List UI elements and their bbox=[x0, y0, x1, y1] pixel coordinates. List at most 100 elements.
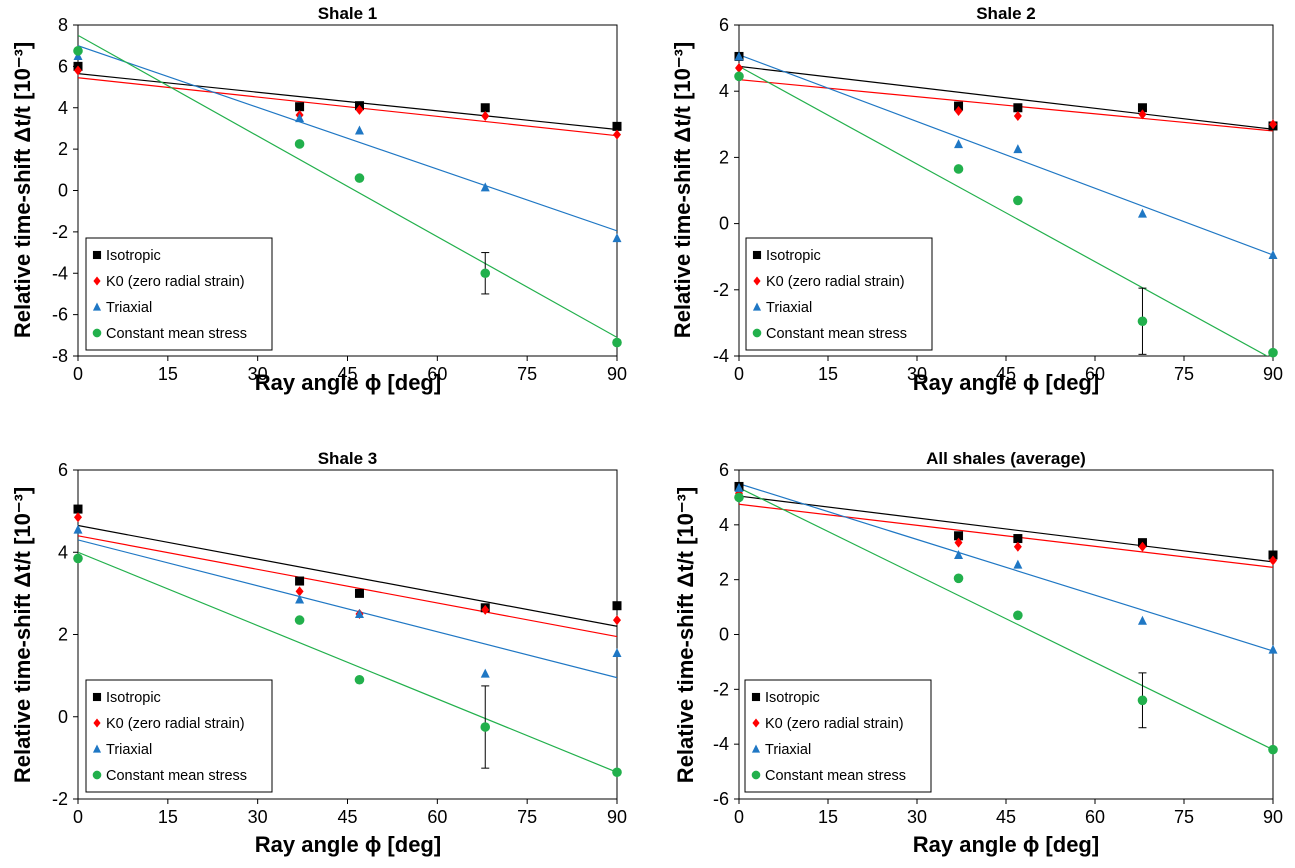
data-point bbox=[1013, 559, 1023, 569]
trend-line bbox=[739, 483, 1273, 652]
trend-line bbox=[78, 524, 617, 627]
data-point bbox=[612, 648, 622, 658]
trend-line bbox=[78, 539, 617, 679]
x-tick-label: 75 bbox=[517, 807, 537, 827]
data-point bbox=[954, 549, 964, 559]
legend-marker bbox=[92, 692, 102, 702]
legend-label: Constant mean stress bbox=[106, 768, 247, 784]
x-tick-label: 60 bbox=[427, 807, 447, 827]
chart-panel-2: Shale 2 0 15 30 45 60 75 90 -4 -2 0 2 4 6 Ray angle ϕ … bbox=[670, 4, 1283, 395]
y-axis-label: Relative time-shift Δt/t [10⁻³] bbox=[673, 487, 698, 783]
x-tick-label: 0 bbox=[73, 807, 83, 827]
data-point bbox=[1268, 644, 1278, 654]
y-tick-label: 6 bbox=[58, 460, 68, 480]
legend-marker bbox=[92, 328, 102, 338]
data-point bbox=[1138, 541, 1147, 552]
x-tick-label: 60 bbox=[1085, 807, 1105, 827]
data-point bbox=[1268, 550, 1278, 560]
data-point bbox=[734, 71, 744, 82]
data-point bbox=[954, 139, 964, 149]
data-point bbox=[1013, 541, 1022, 552]
data-point bbox=[1013, 144, 1023, 154]
data-point bbox=[480, 722, 491, 732]
x-tick-label: 75 bbox=[1174, 807, 1194, 827]
data-point bbox=[612, 337, 622, 348]
x-tick-label: 15 bbox=[158, 364, 178, 384]
trend-line bbox=[78, 77, 617, 137]
trend-line bbox=[78, 535, 617, 638]
data-point bbox=[354, 674, 365, 685]
legend-marker bbox=[752, 718, 760, 728]
data-point bbox=[612, 767, 622, 778]
y-tick-label: -4 bbox=[713, 734, 729, 754]
legend-label: K0 (zero radial strain) bbox=[106, 716, 245, 732]
y-tick-label: 0 bbox=[58, 707, 68, 727]
y-tick-label: -4 bbox=[52, 263, 68, 283]
data-point bbox=[953, 164, 964, 174]
trend-line bbox=[739, 65, 1273, 130]
data-point bbox=[354, 588, 364, 598]
data-point bbox=[355, 104, 364, 115]
legend-label: Isotropic bbox=[765, 690, 820, 706]
data-point bbox=[294, 139, 305, 149]
y-tick-label: 4 bbox=[58, 98, 68, 118]
legend-label: Isotropic bbox=[106, 248, 161, 264]
x-tick-label: 60 bbox=[1085, 364, 1105, 384]
data-point bbox=[294, 615, 305, 625]
data-point bbox=[73, 504, 83, 514]
x-tick-label: 60 bbox=[427, 364, 447, 384]
legend-frame bbox=[744, 679, 932, 793]
y-tick-label: 2 bbox=[719, 570, 729, 590]
y-tick-label: 8 bbox=[58, 15, 68, 35]
y-tick-label: 6 bbox=[58, 56, 68, 76]
legend-label: Constant mean stress bbox=[766, 326, 907, 342]
trend-line bbox=[739, 65, 1269, 356]
chart-title: Shale 2 bbox=[976, 4, 1036, 23]
y-tick-label: -4 bbox=[713, 346, 729, 366]
y-tick-label: -2 bbox=[713, 679, 729, 699]
legend-frame bbox=[85, 237, 273, 351]
y-tick-label: 4 bbox=[719, 81, 729, 101]
y-axis-label: Relative time-shift Δt/t [10⁻³] bbox=[10, 487, 35, 783]
data-point bbox=[735, 63, 743, 74]
data-point bbox=[1137, 103, 1147, 113]
data-point bbox=[1138, 109, 1147, 120]
y-tick-label: -2 bbox=[713, 280, 729, 300]
data-point bbox=[613, 615, 621, 626]
data-point bbox=[1013, 610, 1023, 621]
data-point bbox=[74, 512, 82, 523]
y-tick-label: 0 bbox=[58, 181, 68, 201]
x-axis-label: Ray angle ϕ [deg] bbox=[913, 370, 1099, 395]
y-tick-label: 4 bbox=[58, 542, 68, 562]
data-point bbox=[954, 106, 963, 117]
data-point bbox=[1268, 347, 1278, 358]
y-tick-label: 6 bbox=[719, 15, 729, 35]
legend-label: K0 (zero radial strain) bbox=[106, 274, 245, 290]
trend-line bbox=[739, 54, 1273, 256]
trend-line bbox=[739, 495, 1273, 563]
data-point bbox=[481, 111, 490, 122]
legend-marker bbox=[93, 276, 101, 286]
chart-panel-1: Shale 1 0 15 30 45 60 75 90 -8 -6 -4 -2 0 2 4 6 8 Ray ang… bbox=[10, 4, 627, 395]
x-tick-label: 75 bbox=[517, 364, 537, 384]
legend-marker bbox=[92, 744, 102, 753]
data-point bbox=[1269, 555, 1277, 566]
y-tick-label: -8 bbox=[52, 346, 68, 366]
data-point bbox=[480, 182, 490, 192]
x-tick-label: 90 bbox=[1263, 807, 1283, 827]
x-tick-label: 30 bbox=[248, 807, 268, 827]
y-tick-label: 2 bbox=[719, 147, 729, 167]
data-point bbox=[1013, 111, 1022, 122]
x-tick-label: 30 bbox=[907, 364, 927, 384]
data-point bbox=[734, 51, 744, 61]
legend-label: Isotropic bbox=[106, 690, 161, 706]
x-tick-label: 15 bbox=[818, 807, 838, 827]
data-point bbox=[1137, 316, 1148, 327]
x-tick-label: 90 bbox=[607, 807, 627, 827]
legend-marker bbox=[751, 744, 761, 753]
data-point bbox=[954, 531, 964, 541]
legend: Isotropic K0 (zero radial strain) Triaxial… bbox=[85, 237, 273, 351]
x-tick-label: 30 bbox=[248, 364, 268, 384]
